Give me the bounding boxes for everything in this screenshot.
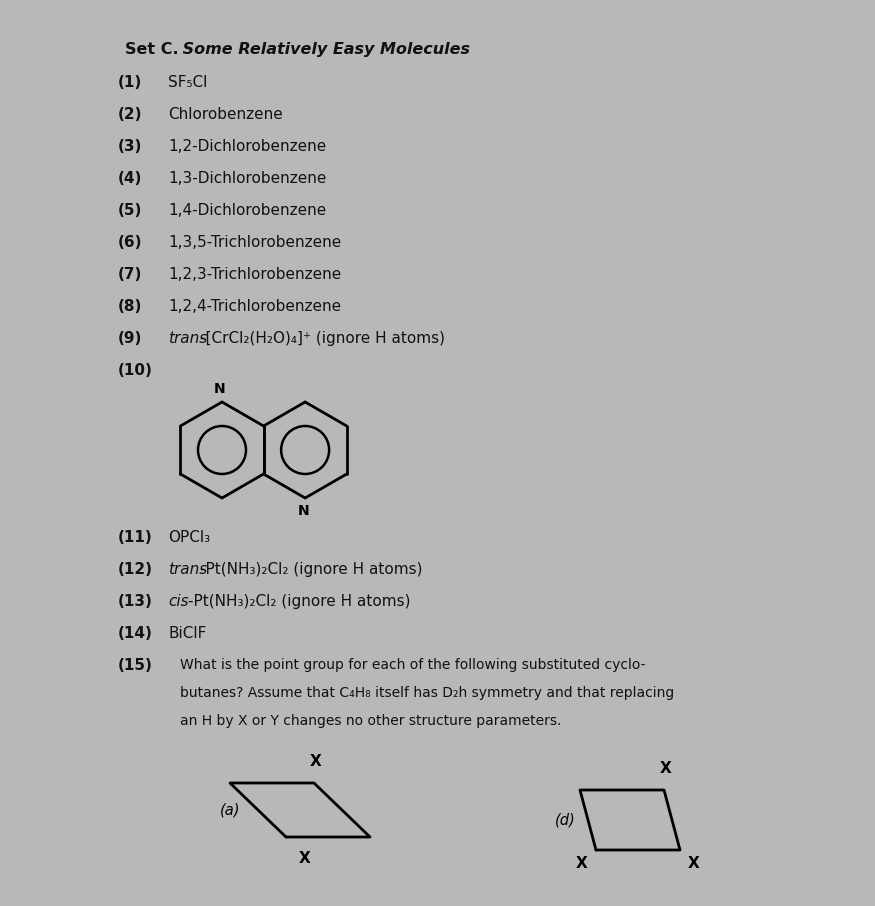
- Text: (a): (a): [220, 803, 241, 817]
- Text: (3): (3): [118, 139, 143, 154]
- Text: X: X: [576, 856, 588, 871]
- Text: (12): (12): [118, 562, 153, 577]
- Text: (8): (8): [118, 299, 143, 314]
- Text: (10): (10): [118, 363, 153, 378]
- Text: N: N: [214, 382, 226, 396]
- Text: N: N: [298, 504, 309, 518]
- Text: trans: trans: [168, 331, 207, 346]
- Text: (9): (9): [118, 331, 143, 346]
- Text: (14): (14): [118, 626, 153, 641]
- Text: butanes? Assume that C₄H₈ itself has D₂h symmetry and that replacing: butanes? Assume that C₄H₈ itself has D₂h…: [180, 686, 675, 700]
- Text: (15): (15): [118, 658, 153, 673]
- Text: BiClF: BiClF: [168, 626, 206, 641]
- Text: (11): (11): [118, 530, 153, 545]
- Text: (6): (6): [118, 235, 143, 250]
- Text: (d): (d): [555, 813, 576, 827]
- Text: OPCl₃: OPCl₃: [168, 530, 210, 545]
- Text: 1,3,5-Trichlorobenzene: 1,3,5-Trichlorobenzene: [168, 235, 341, 250]
- Text: 1,2,3-Trichlorobenzene: 1,2,3-Trichlorobenzene: [168, 267, 341, 282]
- Text: an H by X or Y changes no other structure parameters.: an H by X or Y changes no other structur…: [180, 714, 562, 728]
- Text: (1): (1): [118, 75, 143, 90]
- Text: Some Relatively Easy Molecules: Some Relatively Easy Molecules: [177, 42, 470, 57]
- Text: trans: trans: [168, 562, 207, 577]
- Text: -Pt(NH₃)₂Cl₂ (ignore H atoms): -Pt(NH₃)₂Cl₂ (ignore H atoms): [187, 594, 410, 609]
- Text: (13): (13): [118, 594, 153, 609]
- Text: -[CrCl₂(H₂O)₄]⁺ (ignore H atoms): -[CrCl₂(H₂O)₄]⁺ (ignore H atoms): [200, 331, 445, 346]
- Text: (2): (2): [118, 107, 143, 122]
- Text: X: X: [660, 761, 672, 776]
- Text: 1,2,4-Trichlorobenzene: 1,2,4-Trichlorobenzene: [168, 299, 341, 314]
- Text: SF₅Cl: SF₅Cl: [168, 75, 207, 90]
- Text: X: X: [688, 856, 700, 871]
- Text: cis: cis: [168, 594, 189, 609]
- Text: 1,4-Dichlorobenzene: 1,4-Dichlorobenzene: [168, 203, 326, 218]
- Text: Set C.: Set C.: [125, 42, 178, 57]
- Text: What is the point group for each of the following substituted cyclo-: What is the point group for each of the …: [180, 658, 646, 672]
- Text: (7): (7): [118, 267, 143, 282]
- Text: (4): (4): [118, 171, 143, 186]
- Text: X: X: [310, 754, 322, 769]
- Text: 1,3-Dichlorobenzene: 1,3-Dichlorobenzene: [168, 171, 326, 186]
- Text: Chlorobenzene: Chlorobenzene: [168, 107, 283, 122]
- Text: (5): (5): [118, 203, 143, 218]
- Text: -Pt(NH₃)₂Cl₂ (ignore H atoms): -Pt(NH₃)₂Cl₂ (ignore H atoms): [200, 562, 423, 577]
- Text: 1,2-Dichlorobenzene: 1,2-Dichlorobenzene: [168, 139, 326, 154]
- Text: X: X: [299, 851, 311, 866]
